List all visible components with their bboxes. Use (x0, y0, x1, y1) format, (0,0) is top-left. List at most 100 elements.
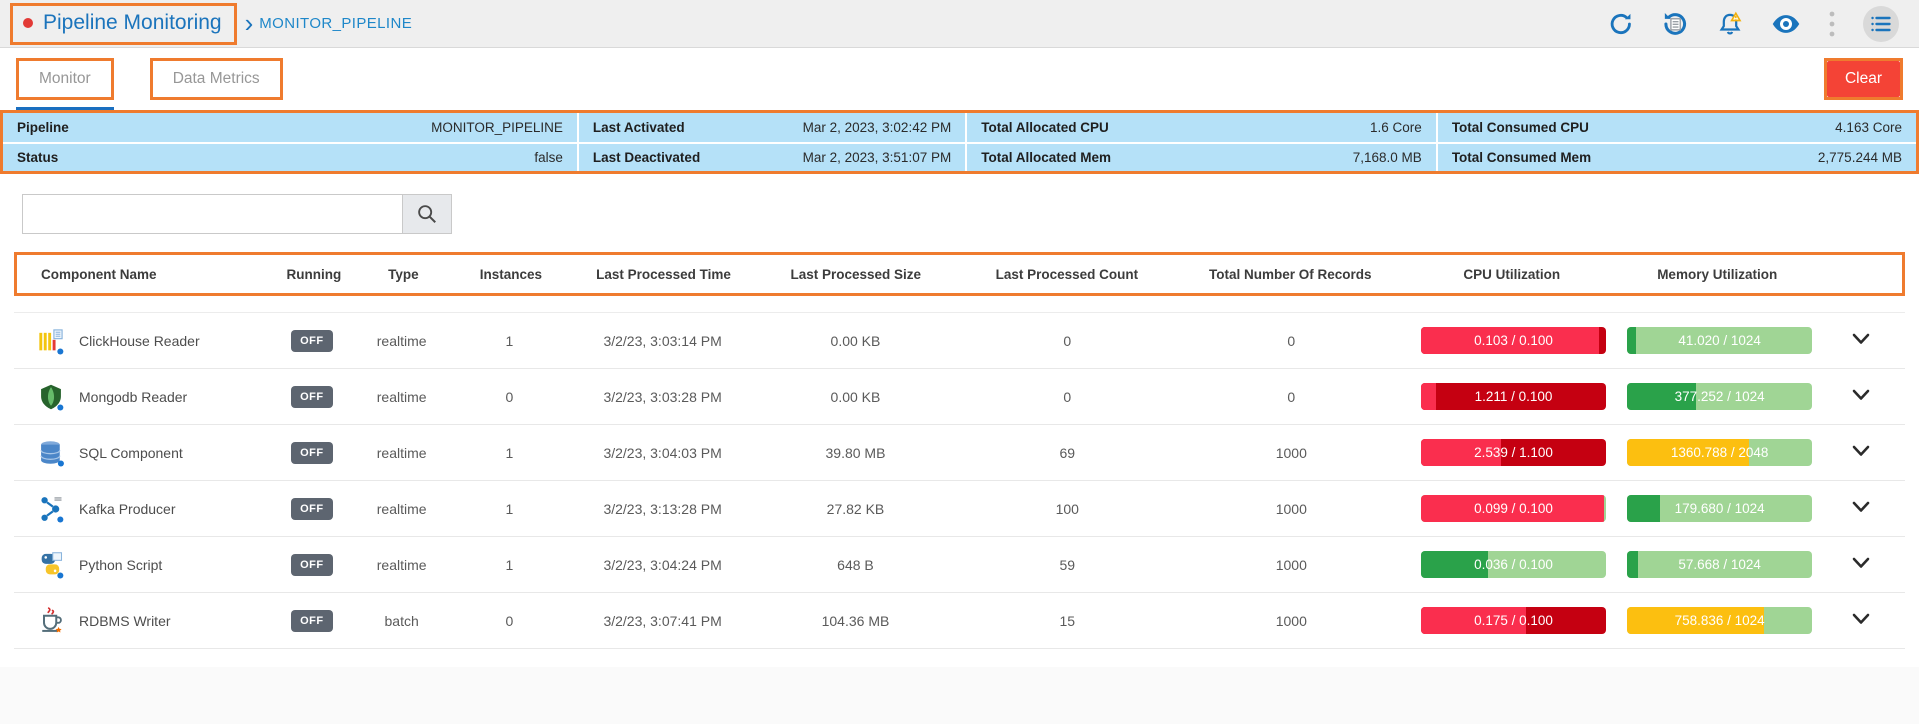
component-name: SQL Component (79, 444, 183, 461)
column-header: Last Processed Count (995, 266, 1139, 282)
component-type: realtime (376, 556, 427, 573)
chevron-down-icon (1853, 445, 1870, 456)
info-value: 7,168.0 MB (1352, 150, 1422, 165)
running-toggle[interactable]: OFF (291, 441, 333, 464)
memory-utilization-bar: 57.668 / 1024 (1627, 551, 1813, 578)
info-label: Total Allocated Mem (981, 150, 1111, 165)
table-row: ClickHouse Reader OFF realtime 1 3/2/23,… (14, 313, 1905, 369)
component-instances: 1 (505, 444, 514, 461)
clear-button[interactable]: Clear (1826, 61, 1900, 97)
top-bar: Pipeline Monitoring › MONITOR_PIPELINE (0, 0, 1919, 48)
running-toggle[interactable]: OFF (291, 497, 333, 520)
component-instances: 1 (505, 556, 514, 573)
column-header: Instances (479, 266, 542, 282)
running-toggle[interactable]: OFF (291, 385, 333, 408)
expand-row-button[interactable] (1818, 612, 1905, 630)
search-icon (418, 205, 436, 223)
memory-utilization-bar: 179.680 / 1024 (1627, 495, 1813, 522)
running-toggle[interactable]: OFF (291, 329, 333, 352)
component-name: Mongodb Reader (79, 388, 188, 405)
last-processed-size: 104.36 MB (821, 612, 890, 629)
total-records: 0 (1287, 332, 1296, 349)
table-row: Kafka Producer OFF realtime 1 3/2/23, 3:… (14, 481, 1905, 537)
cpu-utilization-bar: 1.211 / 0.100 (1421, 383, 1606, 410)
cpu-utilization-bar: 0.099 / 0.100 (1421, 495, 1606, 522)
column-header: CPU Utilization (1463, 266, 1561, 282)
topbar-actions (1608, 5, 1899, 42)
list-view-icon[interactable] (1863, 5, 1899, 42)
total-records: 1000 (1275, 500, 1307, 517)
rdbms-writer-icon (36, 606, 66, 636)
running-toggle[interactable]: OFF (291, 553, 333, 576)
last-processed-time: 3/2/23, 3:13:28 PM (603, 500, 722, 517)
column-header: Memory Utilization (1657, 266, 1778, 282)
more-options-icon[interactable] (1828, 10, 1836, 38)
column-header: Type (388, 266, 419, 282)
component-type: batch (384, 612, 419, 629)
monitor-panel: Component Name Running Type Instances La… (0, 174, 1919, 667)
search-button[interactable] (402, 194, 452, 234)
component-name: ClickHouse Reader (79, 332, 200, 349)
last-processed-time: 3/2/23, 3:04:24 PM (603, 556, 722, 573)
tab-data-metrics[interactable]: Data Metrics (149, 58, 283, 100)
breadcrumb[interactable]: MONITOR_PIPELINE (259, 15, 413, 32)
cpu-utilization-bar: 0.036 / 0.100 (1421, 551, 1606, 578)
info-label: Pipeline (17, 120, 69, 135)
tab-monitor-label[interactable]: Monitor (19, 61, 111, 97)
search-input[interactable] (22, 194, 402, 234)
column-header: Last Processed Size (790, 266, 922, 282)
expand-row-button[interactable] (1818, 388, 1905, 406)
pipeline-log-icon[interactable] (1661, 10, 1689, 38)
info-label: Status (17, 150, 59, 165)
refresh-icon[interactable] (1608, 11, 1634, 37)
info-value: 2,775.244 MB (1817, 150, 1902, 165)
clickhouse-reader-icon (36, 326, 66, 356)
chevron-down-icon (1853, 389, 1870, 400)
page-title-annotation: Pipeline Monitoring (10, 2, 237, 45)
preview-eye-icon[interactable] (1771, 12, 1801, 36)
expand-row-button[interactable] (1818, 556, 1905, 574)
tab-monitor[interactable]: Monitor (15, 58, 114, 110)
info-value: Mar 2, 2023, 3:02:42 PM (802, 120, 952, 135)
table-row: RDBMS Writer OFF batch 0 3/2/23, 3:07:41… (14, 593, 1905, 649)
table-row: Mongodb Reader OFF realtime 0 3/2/23, 3:… (14, 369, 1905, 425)
sql-component-icon (36, 438, 66, 468)
info-value: false (534, 150, 563, 165)
mongodb-reader-icon (36, 382, 66, 412)
chevron-down-icon (1853, 333, 1870, 344)
tab-bar: Monitor Data Metrics Clear (0, 48, 1919, 110)
total-records: 1000 (1275, 444, 1307, 461)
column-header: Total Number Of Records (1209, 266, 1372, 282)
column-header: Last Processed Time (596, 266, 731, 282)
total-records: 1000 (1275, 612, 1307, 629)
cpu-utilization-bar: 0.175 / 0.100 (1421, 607, 1606, 634)
component-instances: 0 (505, 612, 514, 629)
page-title: Pipeline Monitoring (43, 10, 222, 34)
info-value: 1.6 Core (1370, 120, 1422, 135)
info-label: Total Allocated CPU (981, 120, 1109, 135)
tab-data-metrics-label[interactable]: Data Metrics (152, 61, 280, 97)
info-value: Mar 2, 2023, 3:51:07 PM (802, 150, 952, 165)
last-processed-size: 27.82 KB (826, 500, 885, 517)
component-type: realtime (376, 500, 427, 517)
last-processed-count: 0 (1063, 388, 1072, 405)
status-dot-icon (23, 17, 33, 28)
component-name: RDBMS Writer (79, 612, 171, 629)
chevron-down-icon (1853, 557, 1870, 568)
component-name: Python Script (79, 556, 163, 573)
chevron-down-icon (1853, 613, 1870, 624)
python-script-icon (36, 550, 66, 580)
last-processed-size: 0.00 KB (830, 332, 881, 349)
memory-utilization-bar: 1360.788 / 2048 (1627, 439, 1813, 466)
expand-row-button[interactable] (1818, 332, 1905, 350)
info-label: Total Consumed Mem (1451, 150, 1592, 165)
component-name: Kafka Producer (79, 500, 176, 517)
alerts-bell-icon[interactable] (1716, 10, 1744, 38)
expand-row-button[interactable] (1818, 444, 1905, 462)
clear-button-annotation: Clear (1823, 58, 1903, 100)
kafka-producer-icon (36, 494, 66, 524)
expand-row-button[interactable] (1818, 500, 1905, 518)
table-header-annotation: Component Name Running Type Instances La… (14, 252, 1905, 296)
component-type: realtime (376, 388, 427, 405)
running-toggle[interactable]: OFF (291, 609, 333, 632)
